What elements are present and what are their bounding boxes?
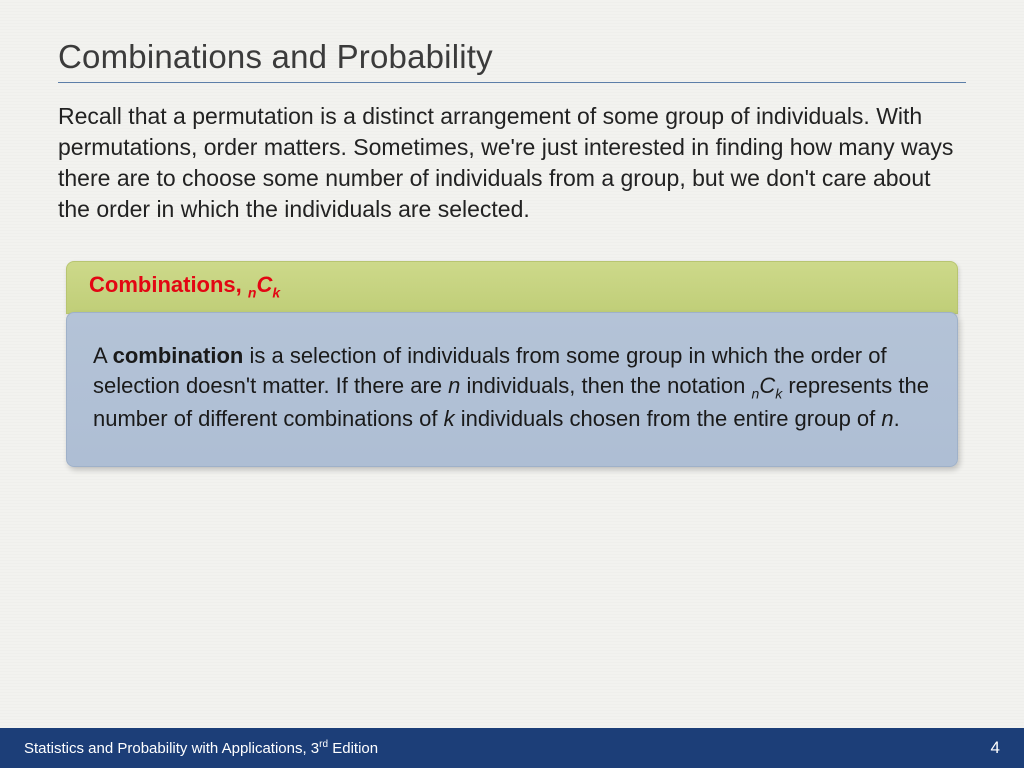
- footer-book-b: Edition: [328, 740, 378, 757]
- definition-group: Combinations, nCk A combination is a sel…: [66, 261, 958, 467]
- footer-book-sup: rd: [319, 739, 328, 750]
- notation-c: C: [256, 272, 272, 297]
- footer-book-a: Statistics and Probability with Applicat…: [24, 740, 319, 757]
- footer-book-title: Statistics and Probability with Applicat…: [24, 739, 378, 757]
- slide-title: Combinations and Probability: [58, 38, 966, 83]
- intro-paragraph: Recall that a permutation is a distinct …: [58, 101, 966, 225]
- slide: Combinations and Probability Recall that…: [0, 0, 1024, 768]
- def-bold: combination: [113, 343, 244, 368]
- def-t1: A: [93, 343, 113, 368]
- definition-body: A combination is a selection of individu…: [66, 312, 958, 467]
- def-t3: individuals, then the notation: [460, 373, 751, 398]
- def-k: k: [444, 406, 455, 431]
- notation-k: k: [272, 285, 280, 301]
- footer-bar: Statistics and Probability with Applicat…: [0, 728, 1024, 768]
- def-t6: .: [894, 406, 900, 431]
- def-nCk-c: C: [759, 373, 775, 398]
- def-n2: n: [881, 406, 893, 431]
- definition-header: Combinations, nCk: [66, 261, 958, 313]
- def-t5: individuals chosen from the entire group…: [455, 406, 882, 431]
- footer-page-number: 4: [991, 738, 1000, 758]
- def-n1: n: [448, 373, 460, 398]
- definition-label-text: Combinations,: [89, 272, 248, 297]
- definition-text: A combination is a selection of individu…: [93, 341, 931, 434]
- definition-label: Combinations, nCk: [89, 272, 280, 297]
